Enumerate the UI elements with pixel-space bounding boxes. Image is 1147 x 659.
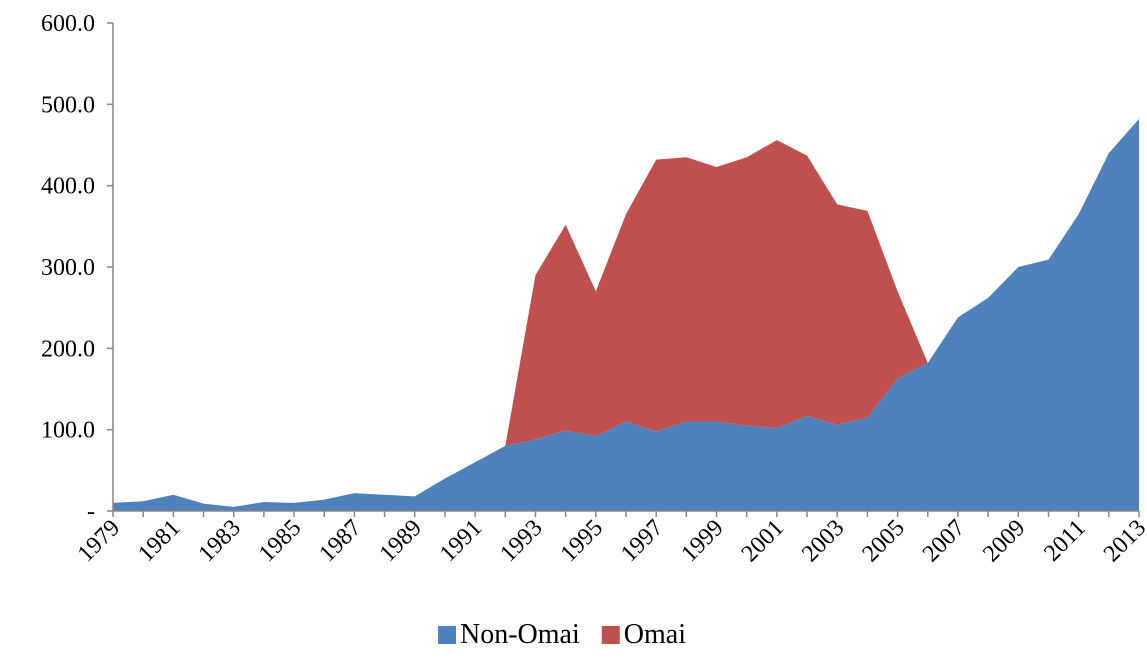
y-tick-label: 300.0 [41,255,95,281]
x-tick-label: 2001 [737,515,789,567]
areas [113,118,1139,512]
x-tick-label: 1995 [556,515,608,567]
x-tick-label: 2009 [978,515,1030,567]
y-tick-label: 100.0 [41,418,95,444]
x-tick-label: 2005 [858,515,910,567]
x-tick-label: 1981 [133,515,185,567]
y-tick-label: - [87,499,95,525]
x-tick-label: 2013 [1099,515,1147,567]
legend-label: Non-Omai [460,619,580,650]
x-tick-label: 1989 [375,515,427,567]
legend-swatch [601,626,620,644]
x-tick-label: 1979 [73,515,125,567]
x-tick-label: 1993 [495,515,547,567]
x-tick-label: 2011 [1039,515,1091,567]
x-tick-label: 1985 [254,515,306,567]
legend-swatch [438,626,456,644]
x-tick-label: 2007 [918,515,970,567]
x-tick-label: 1983 [194,515,246,567]
x-tick-label: 1991 [435,515,487,567]
area [505,140,928,446]
x-tick-label: 1987 [314,515,366,567]
legend-label: Omai [624,619,686,650]
area [113,118,1139,512]
x-tick-label: 1997 [616,515,668,567]
x-tick-label: 2003 [797,515,849,567]
y-tick-label: 200.0 [41,336,95,362]
legend: Non-Omai Omai [438,619,686,650]
y-tick-label: 400.0 [41,174,95,200]
y-tick-label: 500.0 [41,92,95,118]
x-tick-label: 1999 [676,515,728,567]
y-tick-label: 600.0 [41,11,95,37]
